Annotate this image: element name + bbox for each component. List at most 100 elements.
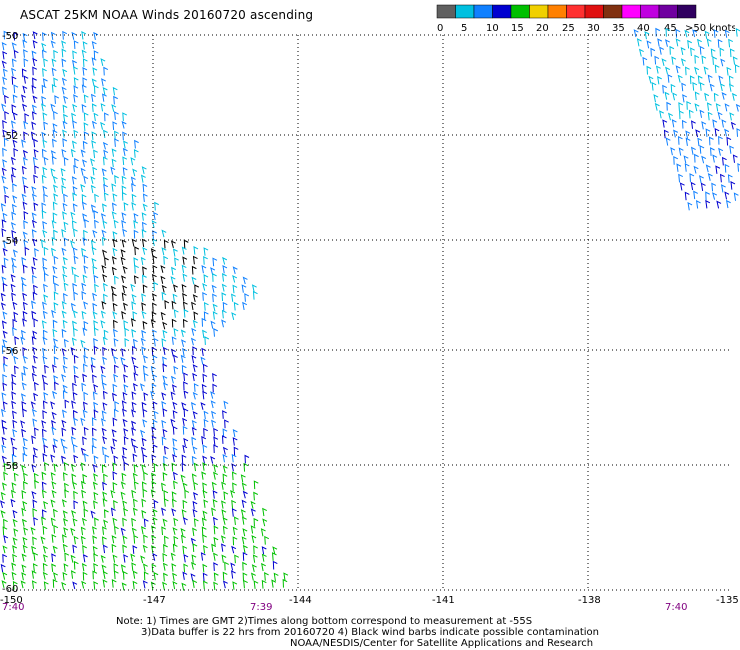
- wind-barb: [133, 444, 139, 453]
- wind-barb: [143, 571, 149, 581]
- wind-barb: [121, 400, 127, 409]
- wind-barb: [31, 229, 37, 238]
- wind-barb: [52, 338, 58, 346]
- wind-barb: [102, 579, 108, 588]
- wind-barb: [92, 391, 98, 401]
- wind-barb: [151, 563, 157, 573]
- wind-barb: [72, 228, 78, 237]
- wind-barb: [123, 374, 128, 383]
- wind-barb: [142, 183, 148, 193]
- wind-barb: [221, 292, 227, 302]
- wind-barb: [52, 364, 57, 373]
- wind-barb: [51, 309, 57, 318]
- wind-barb: [142, 419, 148, 428]
- wind-barb: [12, 183, 17, 192]
- wind-barb: [202, 580, 208, 590]
- wind-barb: [213, 444, 219, 454]
- wind-barb: [62, 104, 68, 114]
- wind-barb: [80, 526, 86, 536]
- wind-barb: [102, 390, 108, 400]
- wind-barb: [697, 38, 702, 47]
- wind-barb: [686, 100, 692, 110]
- wind-barb: [707, 172, 713, 181]
- wind-barb: [62, 472, 68, 481]
- wind-barb: [140, 174, 146, 183]
- wind-barb: [31, 570, 37, 579]
- wind-barb: [122, 391, 128, 401]
- wind-barb: [93, 500, 98, 509]
- wind-barb: [70, 570, 76, 579]
- wind-barb: [72, 186, 78, 195]
- wind-barb: [133, 149, 139, 158]
- wind-barb: [50, 401, 56, 410]
- wind-barb: [131, 356, 137, 365]
- wind-barb: [131, 202, 137, 211]
- wind-barb: [72, 283, 78, 292]
- wind-barb: [112, 231, 118, 240]
- wind-barb: [12, 553, 17, 563]
- wind-barb: [41, 42, 47, 51]
- wind-barb: [41, 210, 47, 219]
- wind-barb: [41, 148, 47, 158]
- wind-barb: [122, 265, 128, 274]
- wind-barb: [124, 327, 130, 337]
- wind-barb: [112, 311, 118, 320]
- wind-barb: [54, 282, 59, 292]
- wind-barb: [192, 446, 198, 455]
- wind-barb: [43, 193, 49, 203]
- wind-barb: [51, 419, 56, 429]
- wind-barb: [1, 167, 7, 176]
- wind-barb: [12, 537, 18, 545]
- wind-barb: [241, 284, 247, 293]
- colorbar-tick-label: 10: [486, 23, 499, 34]
- wind-barb: [2, 426, 8, 435]
- wind-barb: [81, 159, 87, 167]
- wind-barb: [173, 535, 179, 545]
- wind-barb: [93, 338, 98, 347]
- wind-barb: [53, 375, 59, 384]
- wind-barb: [111, 104, 117, 112]
- wind-barb: [213, 581, 219, 591]
- wind-barb: [83, 122, 89, 131]
- wind-barb: [30, 527, 36, 535]
- wind-barb: [100, 103, 106, 112]
- wind-barb: [232, 536, 238, 546]
- wind-barb: [719, 173, 725, 183]
- wind-barb: [103, 473, 108, 483]
- wind-barb: [92, 545, 98, 555]
- wind-barb: [692, 81, 698, 91]
- wind-barb: [92, 464, 98, 473]
- wind-barb: [141, 302, 147, 311]
- wind-barb: [142, 193, 148, 202]
- wind-barb: [141, 464, 147, 473]
- wind-barb: [230, 562, 236, 571]
- wind-barb: [250, 500, 256, 509]
- wind-barb: [120, 256, 126, 265]
- wind-barb: [44, 462, 49, 471]
- wind-barb: [63, 95, 69, 104]
- wind-barb: [242, 528, 248, 537]
- wind-barb: [2, 330, 8, 339]
- wind-barb: [110, 489, 116, 498]
- wind-barb: [43, 246, 49, 256]
- wind-barb: [193, 491, 198, 501]
- wind-barb: [43, 444, 49, 454]
- wind-barb: [21, 372, 27, 381]
- wind-barb: [42, 257, 48, 267]
- wind-barb: [52, 328, 58, 338]
- wind-barb: [141, 481, 147, 491]
- wind-barb: [61, 77, 67, 86]
- wind-barb: [73, 77, 79, 86]
- wind-barb: [73, 365, 79, 375]
- wind-barb: [273, 572, 279, 582]
- colorbar-tick-label: 35: [612, 23, 625, 34]
- wind-barb: [112, 554, 118, 563]
- wind-barb: [40, 536, 46, 544]
- wind-barb: [646, 40, 652, 49]
- wind-barb: [81, 291, 87, 300]
- wind-barb: [143, 518, 149, 527]
- wind-barb: [192, 527, 197, 537]
- wind-barb: [21, 507, 27, 517]
- wind-barb: [262, 507, 267, 517]
- wind-barb: [94, 219, 99, 229]
